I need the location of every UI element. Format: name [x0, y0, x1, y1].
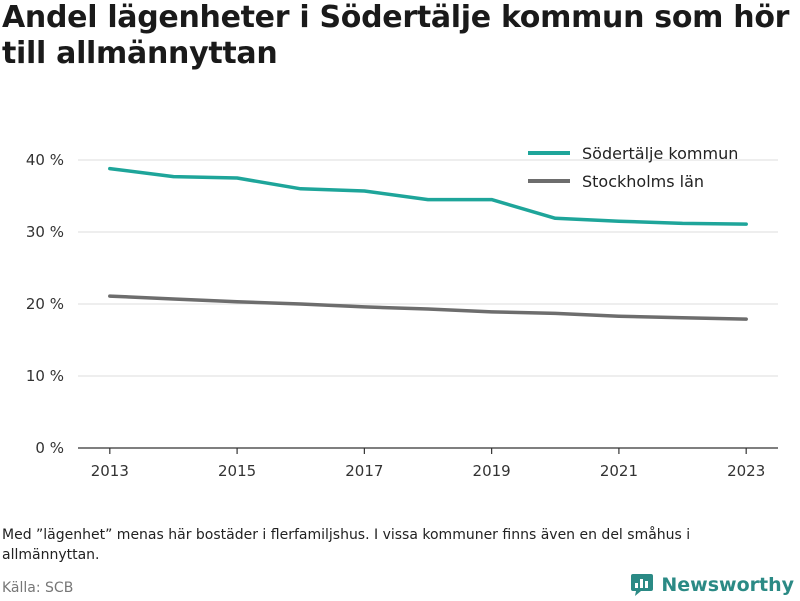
y-tick-label: 0 %: [35, 439, 64, 457]
x-tick-label: 2023: [727, 462, 765, 480]
series-line: [108, 166, 748, 226]
gridlines: [78, 159, 778, 377]
series-line: [108, 294, 748, 321]
y-axis-ticks: 0 % 10 % 20 % 30 % 40 %: [26, 151, 64, 457]
y-tick-label: 20 %: [26, 295, 64, 313]
x-tick-label: 2021: [600, 462, 638, 480]
y-tick-label: 30 %: [26, 223, 64, 241]
source-label: Källa: SCB: [2, 580, 74, 596]
x-tick-label: 2015: [218, 462, 256, 480]
line-chart: 0 % 10 % 20 % 30 % 40 % 2013 2015 2017 2019 2021…: [26, 144, 778, 480]
newsworthy-logo-icon: [631, 574, 654, 596]
x-tick-label: 2019: [473, 462, 511, 480]
x-tick-label: 2013: [91, 462, 129, 480]
chart-title: Andel lägenheter i Södertälje kommun som…: [2, 0, 790, 71]
legend-label: Stockholms län: [582, 172, 704, 191]
x-tick-label: 2017: [345, 462, 383, 480]
brand-logo: Newsworthy: [629, 569, 794, 601]
legend-label: Södertälje kommun: [582, 144, 738, 163]
y-tick-label: 10 %: [26, 367, 64, 385]
series-lines: [108, 166, 748, 321]
brand-name: Newsworthy: [661, 574, 794, 596]
y-tick-label: 40 %: [26, 151, 64, 169]
x-axis: 2013 2015 2017 2019 2021 2023: [78, 447, 778, 480]
footnote: Med ”lägenhet” menas här bostäder i fler…: [2, 527, 691, 563]
legend: Södertälje kommun Stockholms län: [528, 144, 738, 191]
